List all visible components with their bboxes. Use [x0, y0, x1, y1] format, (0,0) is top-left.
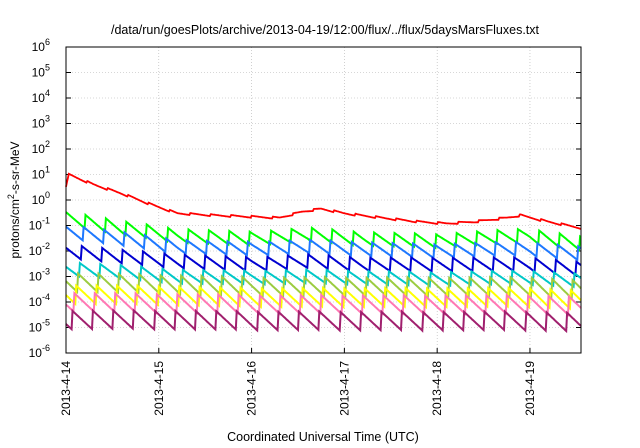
series-line: [65, 172, 582, 230]
y-axis-label: protons/cm2-s-sr-MeV: [6, 141, 22, 258]
series-line: [65, 244, 582, 277]
y-tick-label: 10-3: [29, 267, 50, 284]
x-tick-label: 2013-4-17: [337, 361, 351, 416]
x-axis-label: Coordinated Universal Time (UTC): [227, 430, 419, 444]
y-tick-label: 101: [32, 165, 50, 182]
series-line: [65, 261, 582, 289]
x-tick-label: 2013-4-15: [152, 361, 166, 416]
x-tick-label: 2013-4-14: [59, 361, 73, 416]
y-tick-label: 10-5: [29, 318, 50, 335]
y-tick-label: 10-1: [29, 216, 50, 233]
y-tick-label: 102: [32, 139, 50, 156]
series-line: [65, 225, 582, 262]
x-tick-label: 2013-4-16: [245, 361, 259, 416]
series-group: [65, 172, 582, 334]
y-tick-label: 10-2: [29, 241, 50, 258]
y-tick-label: 106: [32, 37, 50, 54]
series-line: [65, 290, 582, 318]
y-tick-label: 10-6: [29, 343, 50, 360]
grid: [65, 46, 581, 354]
y-tick-labels: 106 105 104 103 102 101 100 10-1 10-2 10-3 10-4 10-…: [29, 37, 50, 360]
chart-title: /data/run/goesPlots/archive/2013-04-19/1…: [111, 23, 540, 37]
y-tick-label: 100: [32, 190, 50, 207]
y-tick-label: 104: [32, 88, 50, 105]
x-tick-label: 2013-4-18: [430, 361, 444, 416]
series-line: [65, 308, 582, 334]
series-line: [65, 283, 582, 311]
x-tick-labels: 2013-4-14 2013-4-15 2013-4-16 2013-4-17 2013…: [59, 361, 537, 416]
y-tick-label: 10-4: [29, 292, 50, 309]
y-tick-label: 103: [32, 114, 50, 131]
x-tick-label: 2013-4-19: [523, 361, 537, 416]
plot-frame: [65, 46, 582, 354]
y-tick-label: 105: [32, 63, 50, 80]
